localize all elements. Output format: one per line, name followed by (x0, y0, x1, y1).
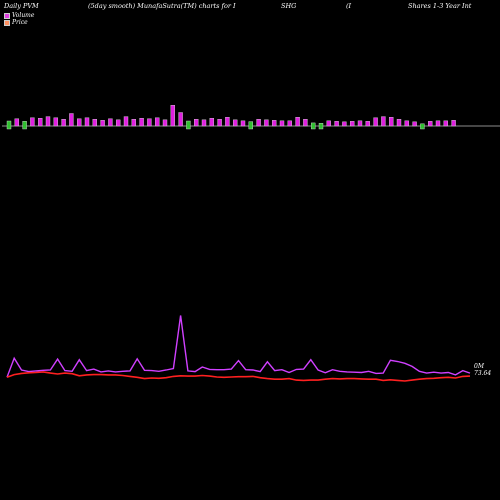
volume-bar (123, 116, 129, 127)
volume-bar (209, 117, 215, 127)
volume-bar (76, 118, 82, 127)
volume-bar (186, 120, 191, 130)
volume-bar (217, 118, 222, 127)
volume-bar (435, 120, 441, 127)
volume-bar (404, 120, 409, 127)
volume-bar (178, 112, 183, 127)
volume-bar (61, 118, 66, 127)
volume-bar (100, 120, 105, 127)
volume-bar (256, 118, 261, 127)
volume-bar (350, 121, 355, 127)
volume-bar (287, 120, 292, 127)
volume-bar (248, 121, 254, 130)
volume-bar (108, 118, 113, 127)
volume-bar (30, 117, 35, 127)
volume-bar (412, 121, 417, 127)
volume-bar (443, 120, 448, 127)
volume-bar (342, 121, 347, 127)
price-line (6, 315, 471, 378)
volume-bar (428, 121, 433, 127)
volume-bar (451, 120, 456, 127)
volume-bar (264, 119, 269, 127)
ticker-paren: (I (346, 2, 352, 10)
volume-bar (131, 118, 137, 127)
volume-bar (139, 117, 144, 127)
volume-bar (420, 123, 425, 130)
volume-bar (22, 121, 27, 130)
volume-bar (84, 117, 90, 127)
ticker-symbol: SHG (281, 2, 297, 10)
volume-bar (154, 117, 160, 127)
smooth-line (6, 371, 471, 382)
legend-price: Price (4, 19, 28, 26)
top-value-label: 0M (474, 363, 485, 370)
volume-bar (115, 119, 121, 127)
price-value-label: 73.64 (474, 370, 491, 377)
volume-bar (396, 118, 402, 127)
volume-bar (295, 116, 300, 127)
volume-bar (318, 122, 324, 130)
volume-bar (389, 116, 394, 127)
volume-bar (311, 122, 316, 130)
volume-bar (357, 120, 363, 127)
volume-bar (365, 121, 370, 127)
volume-bar (92, 118, 98, 127)
volume-bar (334, 121, 339, 127)
volume-bar (14, 118, 20, 127)
volume-bar (69, 113, 74, 127)
volume-bar (6, 120, 12, 130)
chart-description: (5day smooth) MunafaSutra(TM) charts for… (88, 2, 236, 10)
volume-bar (279, 120, 285, 127)
fund-name: Shares 1-3 Year Int (408, 2, 472, 10)
volume-bar (326, 120, 331, 127)
volume-bar (45, 116, 51, 127)
volume-bar (381, 116, 386, 127)
volume-bar (272, 120, 277, 127)
legend-volume-label: Volume (12, 12, 35, 19)
volume-bar (38, 117, 43, 127)
legend-volume: Volume (4, 12, 34, 19)
volume-bar (240, 120, 246, 127)
legend-price-label: Price (12, 19, 28, 26)
volume-bar (303, 118, 308, 127)
volume-bar (53, 117, 58, 127)
volume-bar (373, 117, 378, 127)
chart-title: Daily PVM (4, 2, 39, 10)
volume-bar (201, 119, 207, 127)
volume-bar (232, 119, 238, 127)
legend-volume-swatch (4, 12, 10, 19)
volume-bar (225, 116, 230, 127)
volume-bar (162, 119, 168, 127)
legend-price-swatch (4, 19, 10, 26)
volume-bar (170, 104, 176, 127)
volume-bar (147, 118, 152, 127)
volume-bar (193, 118, 199, 127)
volume-bars (6, 104, 456, 130)
